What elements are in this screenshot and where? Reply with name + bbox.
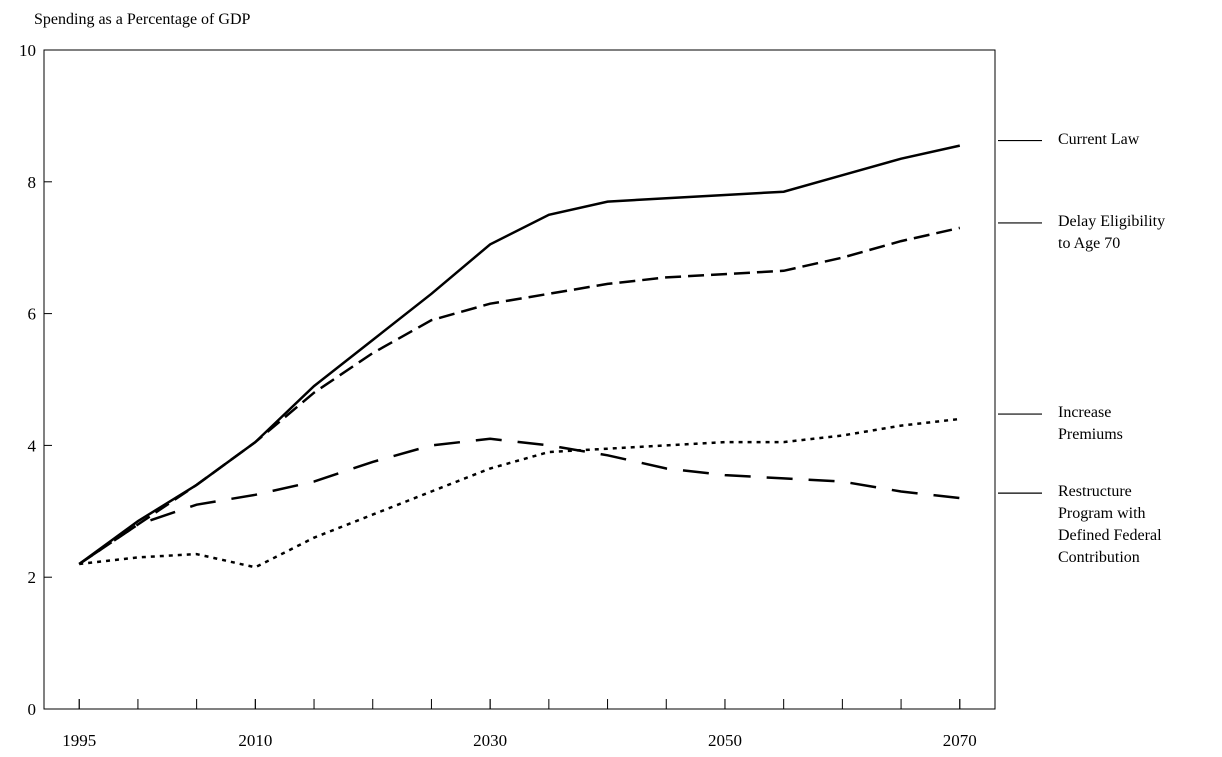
x-tick-label: 2030 — [473, 731, 507, 750]
legend-label: Increase Premiums — [1058, 404, 1123, 444]
y-tick-label: 6 — [28, 305, 37, 324]
plot-frame — [43, 49, 996, 710]
y-tick-label: 4 — [28, 436, 37, 455]
legend-label: Restructure Program with Defined Federal… — [1058, 483, 1162, 567]
series-line — [78, 226, 961, 566]
y-axis-title: Spending as a Percentage of GDP — [34, 11, 250, 28]
series-line — [78, 144, 961, 566]
y-tick-label: 2 — [28, 568, 37, 587]
x-tick-label: 2070 — [943, 731, 977, 750]
x-tick-label: 2050 — [708, 731, 742, 750]
x-tick-label: 2010 — [238, 731, 272, 750]
series-line — [79, 417, 960, 569]
y-tick-label: 10 — [19, 41, 36, 60]
series-line — [78, 437, 960, 566]
y-tick-label: 0 — [28, 700, 37, 719]
x-tick-label: 1995 — [62, 731, 96, 750]
y-tick-label: 8 — [28, 173, 37, 192]
legend-label: Delay Eligibility to Age 70 — [1058, 212, 1166, 252]
legend-label: Current Law — [1058, 130, 1140, 148]
